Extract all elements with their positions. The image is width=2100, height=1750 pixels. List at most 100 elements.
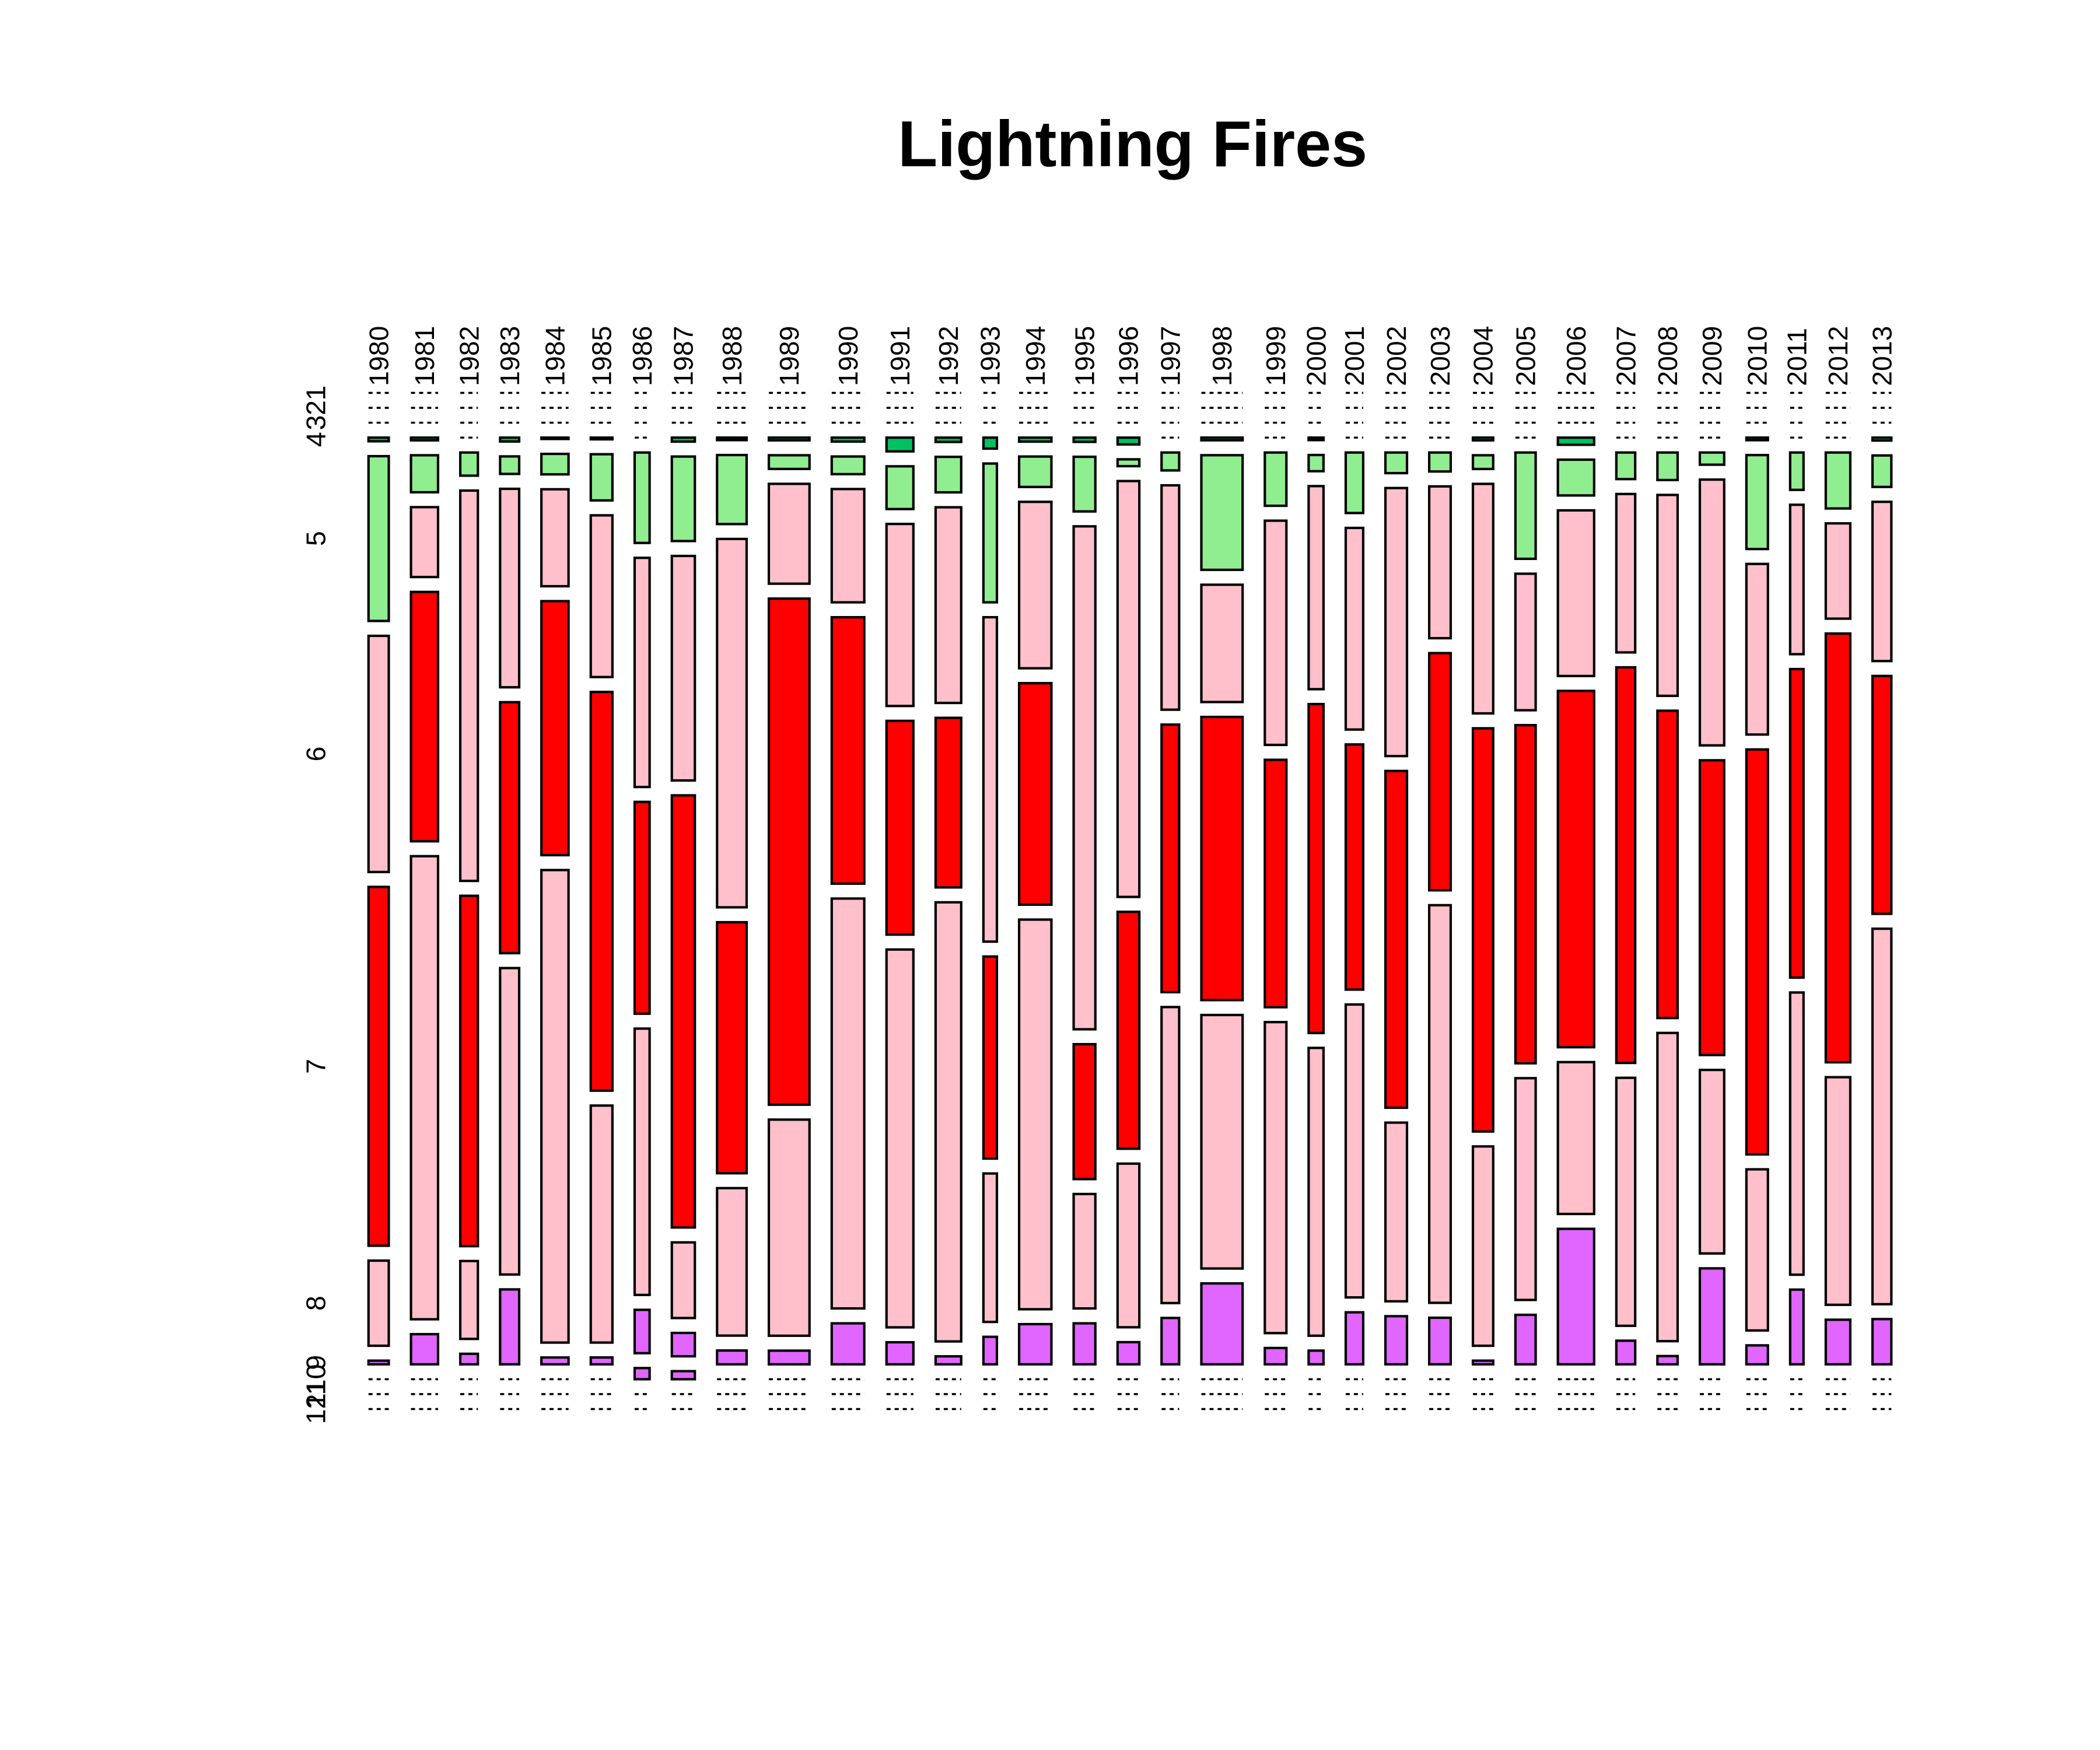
mosaic-cell	[934, 716, 963, 889]
mosaic-cell	[716, 1349, 748, 1366]
mosaic-cell	[1017, 436, 1053, 443]
mosaic-cell	[767, 436, 811, 442]
mosaic-cell	[1427, 652, 1452, 892]
x-category-label: 1991	[885, 326, 915, 386]
mosaic-cell	[589, 514, 614, 678]
mosaic-cell	[1427, 904, 1452, 1304]
mosaic-cell	[934, 436, 963, 443]
mosaic-cell	[410, 1333, 440, 1366]
mosaic-cell	[767, 482, 811, 585]
mosaic-cell	[1745, 1168, 1769, 1332]
mosaic-cell	[830, 455, 866, 475]
mosaic-cell	[670, 455, 696, 542]
mosaic-cell	[1471, 482, 1494, 715]
x-category-label: 1994	[1020, 326, 1051, 386]
mosaic-cell	[1017, 682, 1053, 906]
mosaic-cell	[1788, 667, 1805, 979]
mosaic-cell	[830, 897, 866, 1310]
mosaic-cell	[1656, 451, 1679, 482]
mosaic-cell	[1264, 1346, 1288, 1366]
mosaic-cell	[982, 462, 999, 604]
mosaic-cell	[1556, 1227, 1595, 1366]
mosaic-cell	[982, 616, 999, 943]
y-category-label: 7	[300, 1059, 331, 1074]
y-category-label: 10	[300, 1364, 331, 1395]
mosaic-cell	[885, 465, 915, 510]
x-category-label: 2006	[1561, 326, 1591, 386]
mosaic-cell	[1307, 485, 1325, 691]
mosaic-cell	[1745, 562, 1769, 736]
mosaic-cell	[1264, 1021, 1288, 1335]
mosaic-cell	[633, 1027, 651, 1296]
mosaic-cell	[1017, 918, 1053, 1311]
mosaic-cell	[1264, 519, 1288, 747]
mosaic-cell	[1384, 1315, 1409, 1366]
mosaic-cell	[1698, 759, 1726, 1056]
mosaic-cell	[1745, 1344, 1769, 1366]
mosaic-cell	[540, 1356, 570, 1366]
mosaic-cell	[1344, 1311, 1364, 1366]
mosaic-cell	[1656, 494, 1679, 697]
chart-title: Lightning Fires	[898, 107, 1367, 180]
x-category-label: 1992	[933, 326, 964, 386]
mosaic-cell	[589, 691, 614, 1092]
mosaic-cell	[540, 600, 570, 857]
mosaic-cell	[1871, 436, 1893, 442]
mosaic-cell	[1698, 1267, 1726, 1366]
mosaic-cell	[1116, 480, 1141, 898]
mosaic-cell	[410, 855, 440, 1321]
x-category-label: 2008	[1653, 326, 1683, 386]
mosaic-cell	[982, 436, 999, 450]
mosaic-cell	[633, 1308, 651, 1354]
mosaic-cell	[1698, 1069, 1726, 1255]
mosaic-cell	[1514, 572, 1537, 712]
mosaic-cell	[885, 436, 915, 453]
mosaic-cell	[459, 894, 480, 1248]
mosaic-cell	[1824, 1318, 1852, 1366]
mosaic-cell	[540, 488, 570, 588]
x-category-label: 2007	[1611, 326, 1641, 386]
mosaic-cell	[1307, 436, 1325, 442]
x-category-label: 1999	[1261, 326, 1291, 386]
mosaic-cell	[716, 1186, 748, 1337]
mosaic-cell	[1017, 455, 1053, 488]
mosaic-cell	[499, 701, 521, 955]
x-category-label: 1993	[975, 326, 1006, 386]
mosaic-cell	[1116, 1340, 1141, 1366]
x-category-label: 2009	[1697, 326, 1727, 386]
x-category-label: 1989	[774, 326, 804, 386]
mosaic-cell	[1514, 1313, 1537, 1366]
mosaic-cell	[1344, 743, 1364, 991]
x-category-label: 1988	[717, 326, 747, 386]
mosaic-cell	[1264, 758, 1288, 1009]
mosaic-cell	[885, 948, 915, 1329]
x-category-label: 1990	[833, 326, 863, 386]
mosaic-cell	[982, 1172, 999, 1324]
mosaic-cell	[670, 554, 696, 782]
x-category-label: 2004	[1468, 326, 1499, 386]
mosaic-cell	[1471, 454, 1494, 471]
mosaic-cell	[1556, 1060, 1595, 1216]
mosaic-cell	[1307, 453, 1325, 473]
x-category-label: 2013	[1867, 326, 1897, 386]
mosaic-cell	[1116, 911, 1141, 1150]
mosaic-cell	[716, 436, 748, 442]
mosaic-cell	[1160, 1006, 1181, 1304]
x-category-label: 1997	[1156, 326, 1186, 386]
mosaic-cell	[1160, 484, 1181, 711]
x-category-label: 1985	[587, 326, 617, 386]
mosaic-cell	[459, 451, 480, 477]
mosaic-cell	[499, 455, 521, 475]
mosaic-cell	[885, 1340, 915, 1366]
mosaic-cell	[1745, 454, 1769, 551]
mosaic-cell	[1072, 525, 1097, 1031]
mosaic-cell	[1615, 666, 1637, 1065]
y-category-label: 3	[300, 415, 331, 430]
mosaic-cell	[589, 1104, 614, 1344]
mosaic-cell	[670, 1331, 696, 1358]
mosaic-cell	[670, 1370, 696, 1381]
mosaic-cell	[1427, 451, 1452, 473]
x-category-label: 1984	[540, 326, 570, 386]
mosaic-cell	[1307, 1046, 1325, 1337]
mosaic-cell	[982, 1335, 999, 1366]
